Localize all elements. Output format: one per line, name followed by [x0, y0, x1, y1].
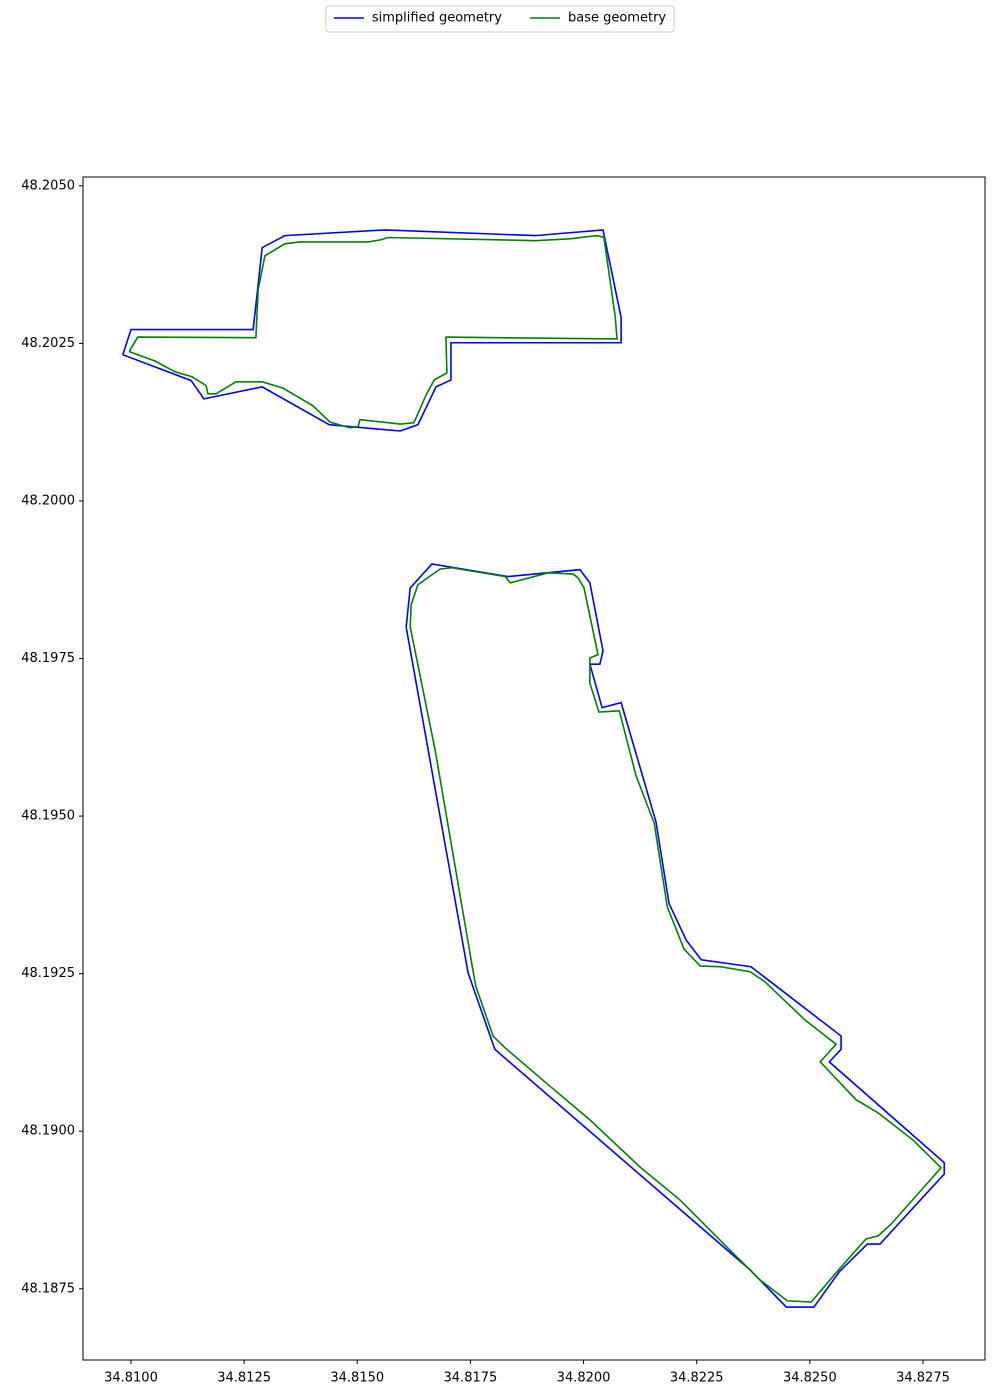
y-tick-label: 48.1875 — [21, 1281, 75, 1296]
x-tick-label: 34.8175 — [444, 1371, 498, 1386]
series-line — [122, 229, 946, 1308]
legend-label: simplified geometry — [372, 11, 502, 26]
axes-frame — [82, 176, 986, 1361]
x-tick-label: 34.8275 — [896, 1371, 950, 1386]
x-tick-label: 34.8225 — [670, 1371, 724, 1386]
legend-box — [325, 5, 675, 33]
y-tick-label: 48.1975 — [21, 651, 75, 666]
series-line — [128, 234, 943, 1303]
x-tick-label: 34.8125 — [217, 1371, 271, 1386]
x-tick-label: 34.8150 — [330, 1371, 384, 1386]
y-tick-label: 48.1900 — [21, 1124, 75, 1139]
y-tick-label: 48.2025 — [21, 336, 75, 351]
legend: simplified geometry base geometry — [325, 5, 675, 33]
y-tick-label: 48.2050 — [21, 178, 75, 193]
x-tick-label: 34.8250 — [783, 1371, 837, 1386]
x-tick-label: 34.8100 — [104, 1371, 158, 1386]
y-tick-label: 48.2000 — [21, 493, 75, 508]
y-tick-label: 48.1950 — [21, 809, 75, 824]
legend-label: base geometry — [568, 11, 666, 26]
x-tick-label: 34.8200 — [557, 1371, 611, 1386]
y-tick-label: 48.1925 — [21, 966, 75, 981]
